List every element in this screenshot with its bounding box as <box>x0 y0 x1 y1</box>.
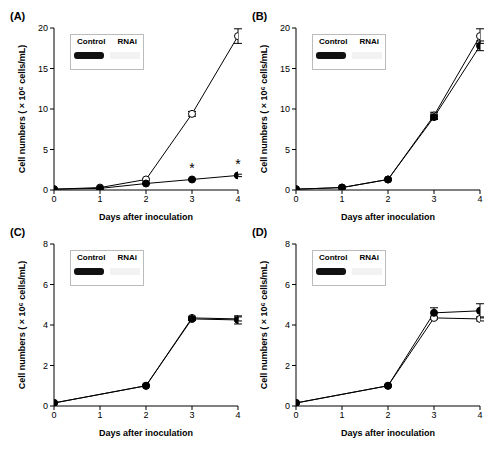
svg-text:3: 3 <box>189 410 194 420</box>
svg-text:3: 3 <box>431 410 436 420</box>
svg-text:Cell numbers ( × 10⁶ cells/mL): Cell numbers ( × 10⁶ cells/mL) <box>17 261 27 389</box>
svg-text:0: 0 <box>43 185 48 195</box>
html-text:(A): (A) <box>10 10 26 22</box>
html-text:(D): (D) <box>252 226 268 238</box>
html-text:Control: Control <box>77 253 106 262</box>
svg-text:8: 8 <box>43 239 48 249</box>
svg-text:1: 1 <box>339 194 344 204</box>
svg-text:2: 2 <box>285 361 290 371</box>
svg-text:*: * <box>235 156 241 172</box>
svg-text:4: 4 <box>477 410 482 420</box>
svg-text:1: 1 <box>97 410 102 420</box>
svg-text:0: 0 <box>285 401 290 411</box>
svg-text:2: 2 <box>143 194 148 204</box>
svg-text:2: 2 <box>385 410 390 420</box>
html-text:RNAi: RNAi <box>117 37 137 46</box>
html-text:Control: Control <box>77 37 106 46</box>
svg-text:0: 0 <box>51 194 56 204</box>
svg-text:4: 4 <box>235 194 240 204</box>
svg-text:0: 0 <box>285 185 290 195</box>
svg-text:2: 2 <box>385 194 390 204</box>
html-text:Control: Control <box>319 37 348 46</box>
svg-text:Days after inoculation: Days after inoculation <box>99 428 193 438</box>
svg-text:10: 10 <box>280 104 290 114</box>
svg-text:6: 6 <box>285 280 290 290</box>
svg-text:5: 5 <box>285 145 290 155</box>
svg-text:2: 2 <box>143 410 148 420</box>
html-text:RNAi: RNAi <box>117 253 137 262</box>
svg-text:0: 0 <box>51 410 56 420</box>
svg-text:15: 15 <box>38 64 48 74</box>
html-text:RNAi: RNAi <box>359 253 379 262</box>
svg-text:20: 20 <box>38 23 48 33</box>
svg-text:Cell numbers ( × 10⁶ cells/mL): Cell numbers ( × 10⁶ cells/mL) <box>259 45 269 173</box>
svg-text:20: 20 <box>280 23 290 33</box>
svg-text:4: 4 <box>285 320 290 330</box>
svg-text:Days after inoculation: Days after inoculation <box>341 212 435 222</box>
svg-text:Cell numbers ( × 10⁶ cells/mL): Cell numbers ( × 10⁶ cells/mL) <box>259 261 269 389</box>
svg-text:10: 10 <box>38 104 48 114</box>
svg-text:*: * <box>189 160 195 176</box>
svg-text:Cell numbers ( × 10⁶ cells/mL): Cell numbers ( × 10⁶ cells/mL) <box>17 45 27 173</box>
svg-text:4: 4 <box>43 320 48 330</box>
svg-text:3: 3 <box>189 194 194 204</box>
svg-text:1: 1 <box>97 194 102 204</box>
html-text:(B): (B) <box>252 10 268 22</box>
html-text:RNAi: RNAi <box>359 37 379 46</box>
svg-text:5: 5 <box>43 145 48 155</box>
svg-text:6: 6 <box>43 280 48 290</box>
html-text:(C): (C) <box>10 226 26 238</box>
svg-text:4: 4 <box>235 410 240 420</box>
svg-text:0: 0 <box>293 194 298 204</box>
svg-text:4: 4 <box>477 194 482 204</box>
svg-text:0: 0 <box>43 401 48 411</box>
html-text:Control: Control <box>319 253 348 262</box>
svg-text:0: 0 <box>293 410 298 420</box>
svg-text:3: 3 <box>431 194 436 204</box>
svg-text:1: 1 <box>339 410 344 420</box>
svg-text:Days after inoculation: Days after inoculation <box>99 212 193 222</box>
svg-text:2: 2 <box>43 361 48 371</box>
svg-text:8: 8 <box>285 239 290 249</box>
svg-text:15: 15 <box>280 64 290 74</box>
svg-text:Days after inoculation: Days after inoculation <box>341 428 435 438</box>
